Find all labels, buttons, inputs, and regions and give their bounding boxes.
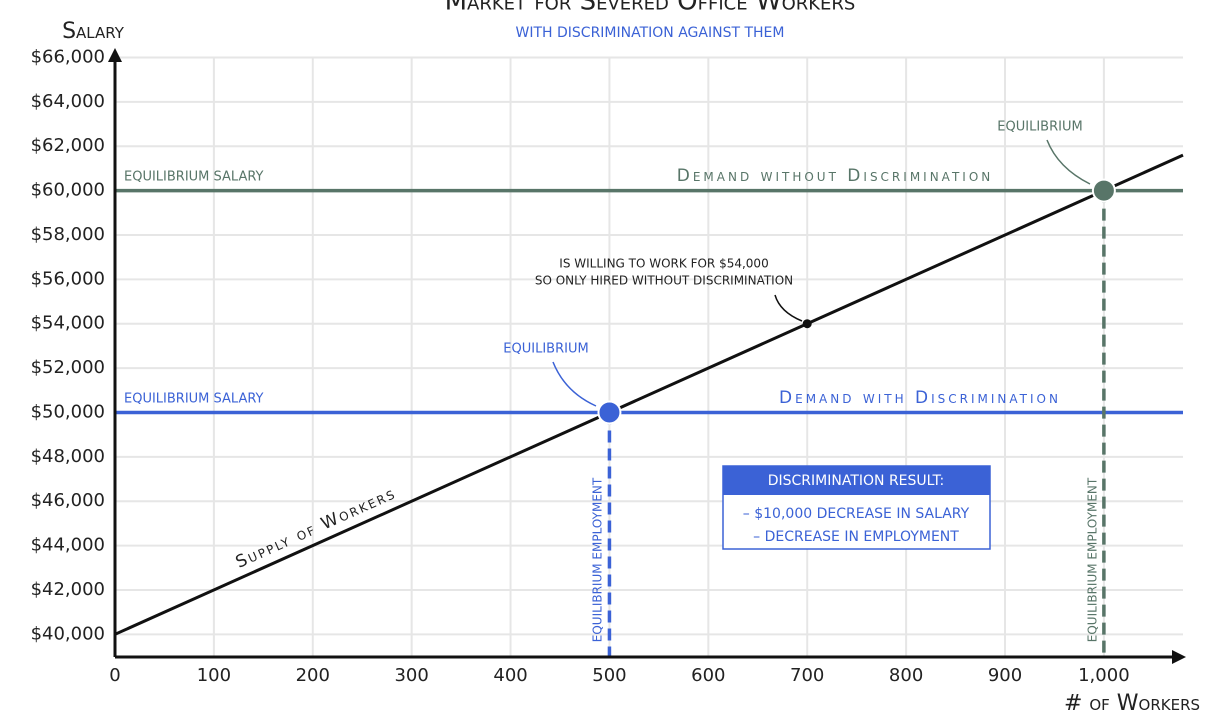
annotation: Equilibrium employment [1086, 477, 1100, 642]
annotation: Equilibrium salary [124, 170, 264, 185]
x-tick-label: 700 [790, 665, 824, 686]
chart-subtitle: with discrimination against them [516, 25, 785, 41]
y-tick-label: $42,000 [31, 579, 105, 600]
annotation: is willing to work for $54,000 [559, 257, 768, 271]
series-label: Demand with Discrimination [779, 388, 1061, 408]
y-tick-label: $60,000 [31, 180, 105, 201]
x-tick-label: 0 [109, 665, 120, 686]
x-axis-label: # of Workers [1064, 691, 1200, 715]
x-tick-label: 800 [889, 665, 923, 686]
point-label: Equilibrium [997, 120, 1082, 135]
x-tick-label: 1,000 [1078, 665, 1130, 686]
x-tick-label: 100 [197, 665, 231, 686]
box-header [723, 466, 990, 495]
point [802, 319, 812, 329]
grid [114, 56, 1183, 657]
annotation: so only hired without discrimination [535, 274, 793, 288]
y-tick-label: $62,000 [31, 135, 105, 156]
y-tick-label: $48,000 [31, 446, 105, 467]
result-box: Discrimination result: – $10,000 decreas… [722, 465, 991, 550]
box-title: Discrimination result: [768, 473, 945, 489]
x-tick-label: 600 [691, 665, 725, 686]
series-label: Demand without Discrimination [677, 166, 994, 186]
y-tick-label: $44,000 [31, 535, 105, 556]
box-line: – decrease in employment [753, 529, 959, 545]
y-axis-label: Salary [62, 19, 125, 44]
x-tick-label: 300 [394, 665, 428, 686]
annotation-arrow [774, 294, 803, 322]
x-tick-label: 900 [988, 665, 1022, 686]
y-tick-label: $52,000 [31, 357, 105, 378]
y-tick-label: $40,000 [31, 623, 105, 644]
series-line [114, 153, 1184, 636]
annotation-arrow [1046, 139, 1091, 185]
y-tick-label: $64,000 [31, 91, 105, 112]
y-axis-arrow [108, 48, 122, 62]
y-tick-label: $46,000 [31, 490, 105, 511]
y-tick-label: $54,000 [31, 313, 105, 334]
y-tick-label: $58,000 [31, 224, 105, 245]
y-tick-label: $56,000 [31, 268, 105, 289]
series-label: Supply of Workers [233, 483, 400, 572]
annotation: Equilibrium salary [124, 392, 264, 407]
annotation: Equilibrium employment [591, 477, 605, 642]
axes [108, 48, 1186, 664]
x-tick-label: 400 [493, 665, 527, 686]
point [1091, 178, 1116, 203]
point [597, 400, 622, 425]
x-tick-label: 200 [296, 665, 330, 686]
chart-title: Market for Severed Office Workers [445, 0, 856, 17]
y-tick-label: $50,000 [31, 401, 105, 422]
y-tick-label: $66,000 [31, 47, 105, 68]
annotation-arrow [552, 361, 597, 407]
x-axis-arrow [1172, 650, 1186, 664]
box-line: – $10,000 decrease in salary [743, 506, 970, 522]
x-tick-label: 500 [592, 665, 626, 686]
point-label: Equilibrium [503, 342, 588, 357]
